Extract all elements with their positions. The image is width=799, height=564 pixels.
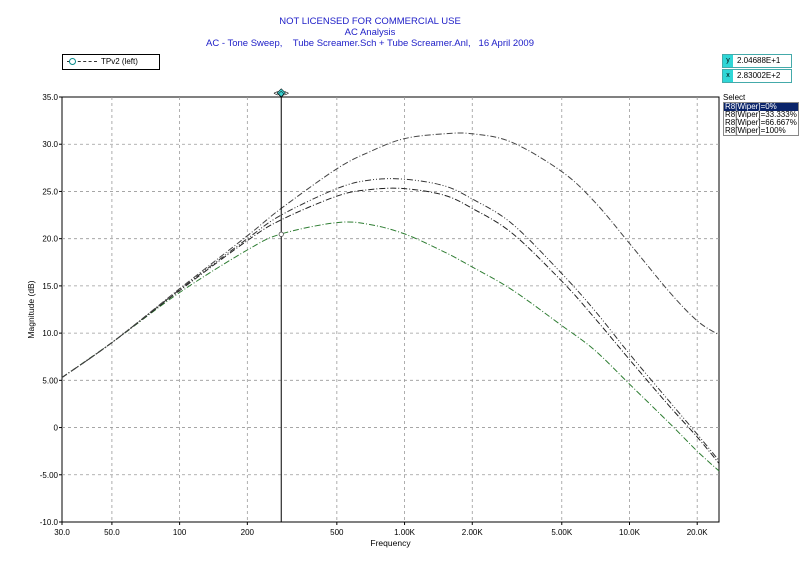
x-tick-label: 2.00K [462, 528, 484, 537]
x-tick-label: 10.0K [619, 528, 641, 537]
cursor-marker [278, 231, 284, 237]
x-tick-label: 5.00K [551, 528, 573, 537]
analysis-description: AC - Tone Sweep, Tube Screamer.Sch + Tub… [205, 38, 535, 49]
license-notice: NOT LICENSED FOR COMMERCIAL USE [279, 16, 461, 27]
cursor-x-row: x 2.83002E+2 [722, 69, 792, 83]
y-tick-label: 35.0 [42, 93, 58, 102]
series-line [61, 178, 720, 461]
select-title: Select [723, 93, 746, 102]
cursor-x-tag: x [723, 70, 733, 82]
series-select-list[interactable]: R8[Wiper]=0% R8[Wiper]=33.333% R8[Wiper]=6… [723, 102, 799, 136]
y-tick-label: 15.0 [42, 282, 58, 291]
select-item[interactable]: R8[Wiper]=66.667% [725, 119, 797, 127]
x-axis-label: Frequency [370, 538, 411, 548]
legend-line-swatch [67, 61, 97, 62]
cursor-x-value: 2.83002E+2 [737, 71, 781, 80]
series-line [61, 187, 720, 464]
x-tick-label: 500 [330, 528, 344, 537]
x-tick-label: 200 [241, 528, 255, 537]
x-tick-label: 50.0 [104, 528, 120, 537]
y-tick-label: 25.0 [42, 187, 58, 196]
plot-area [61, 96, 720, 523]
legend-marker-icon [69, 58, 76, 65]
y-tick-label: 30.0 [42, 140, 58, 149]
y-tick-label: 0 [54, 424, 59, 433]
x-tick-label: 30.0 [54, 528, 70, 537]
x-tick-label: 100 [173, 528, 187, 537]
series-line [61, 132, 720, 378]
analysis-type: AC Analysis [344, 27, 396, 38]
cursor-handle-label: <◇> [273, 89, 289, 98]
y-tick-label: -5.00 [40, 471, 59, 480]
y-tick-label: 10.0 [42, 329, 58, 338]
legend-label: TPv2 (left) [101, 57, 138, 66]
series-line [61, 221, 720, 472]
y-tick-label: -10.0 [40, 518, 59, 527]
x-tick-label: 1.00K [394, 528, 416, 537]
cursor-y-row: y 2.04688E+1 [722, 54, 792, 68]
y-axis-label: Magnitude (dB) [26, 280, 36, 338]
x-tick-label: 20.0K [687, 528, 709, 537]
cursor-y-value: 2.04688E+1 [737, 56, 781, 65]
cursor-readout: y 2.04688E+1 x 2.83002E+2 [722, 54, 792, 84]
cursor-y-tag: y [723, 55, 733, 67]
y-tick-label: 5.00 [42, 376, 58, 385]
trace-legend[interactable]: TPv2 (left) [62, 54, 160, 70]
chart-header: NOT LICENSED FOR COMMERCIAL USE AC Analy… [0, 16, 740, 49]
cursor-handle-icon [276, 88, 286, 98]
series-select-panel: Select R8[Wiper]=0% R8[Wiper]=33.333% R8[W… [723, 93, 799, 136]
select-item[interactable]: R8[Wiper]=0% [724, 103, 798, 111]
select-item[interactable]: R8[Wiper]=100% [725, 127, 786, 135]
y-tick-label: 20.0 [42, 235, 58, 244]
select-item[interactable]: R8[Wiper]=33.333% [725, 111, 797, 119]
